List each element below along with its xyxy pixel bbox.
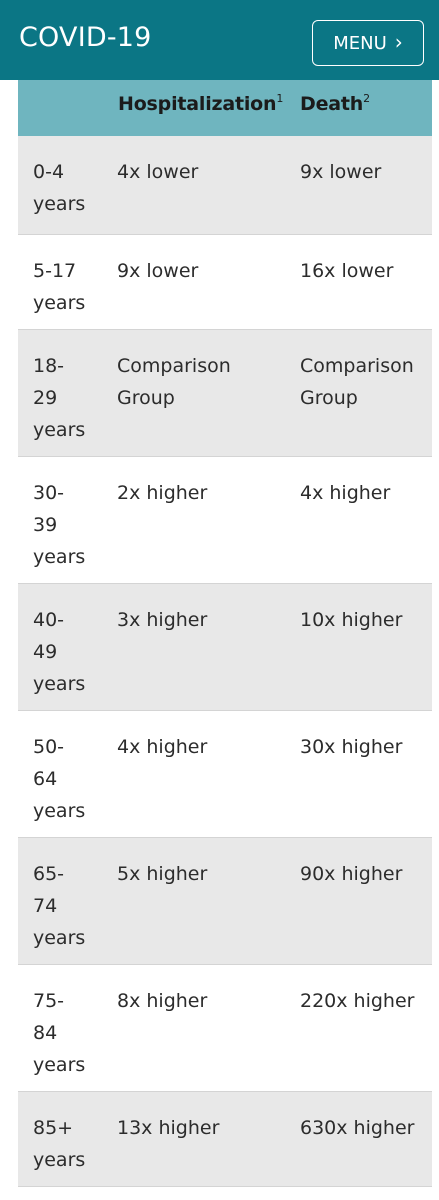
menu-button-label: MENU: [333, 32, 387, 54]
table-row: 30- 39 years 2x higher 4x higher: [18, 457, 432, 584]
age-cell: 75- 84 years: [33, 990, 86, 1076]
hospitalization-cell: 4x lower: [117, 161, 199, 183]
death-cell: 90x higher: [300, 863, 403, 885]
age-cell: 40- 49 years: [33, 609, 86, 695]
age-cell: 5-17 years: [33, 260, 86, 314]
hospitalization-cell: 2x higher: [117, 482, 208, 504]
hospitalization-cell: 9x lower: [117, 260, 199, 282]
death-cell: 4x higher: [300, 482, 391, 504]
death-cell: 220x higher: [300, 990, 415, 1012]
death-cell: 16x lower: [300, 260, 394, 282]
table-row: 85+ years 13x higher 630x higher: [18, 1092, 432, 1187]
column-header-death: Death2: [300, 92, 370, 115]
age-cell: 85+ years: [33, 1117, 86, 1171]
age-cell: 65- 74 years: [33, 863, 86, 949]
table-row: 18- 29 years Comparison Group Comparison Gro…: [18, 330, 432, 457]
hospitalization-cell: 3x higher: [117, 609, 208, 631]
death-cell: Comparison Group: [300, 355, 414, 409]
age-cell: 0-4 years: [33, 161, 86, 215]
column-header-hospitalization: Hospitalization1: [118, 92, 284, 115]
table-row: 40- 49 years 3x higher 10x higher: [18, 584, 432, 711]
table-header: Hospitalization1 Death2: [18, 80, 432, 136]
risk-table: Hospitalization1 Death2 0-4 years 4x lowe…: [18, 80, 432, 1187]
death-cell: 30x higher: [300, 736, 403, 758]
table-row: 0-4 years 4x lower 9x lower: [18, 136, 432, 235]
death-cell: 10x higher: [300, 609, 403, 631]
table-row: 75- 84 years 8x higher 220x higher: [18, 965, 432, 1092]
age-cell: 18- 29 years: [33, 355, 86, 441]
app-title: COVID-19: [19, 22, 152, 53]
table-row: 5-17 years 9x lower 16x lower: [18, 235, 432, 330]
hospitalization-cell: 8x higher: [117, 990, 208, 1012]
age-cell: 50- 64 years: [33, 736, 86, 822]
hospitalization-cell: Comparison Group: [117, 355, 231, 409]
table-row: 65- 74 years 5x higher 90x higher: [18, 838, 432, 965]
death-cell: 630x higher: [300, 1117, 415, 1139]
hospitalization-cell: 13x higher: [117, 1117, 220, 1139]
top-bar: COVID-19 MENU ›: [0, 0, 439, 80]
menu-button[interactable]: MENU ›: [312, 20, 424, 66]
hospitalization-cell: 4x higher: [117, 736, 208, 758]
chevron-right-icon: ›: [394, 30, 403, 54]
age-cell: 30- 39 years: [33, 482, 86, 568]
death-cell: 9x lower: [300, 161, 382, 183]
hospitalization-cell: 5x higher: [117, 863, 208, 885]
table-row: 50- 64 years 4x higher 30x higher: [18, 711, 432, 838]
